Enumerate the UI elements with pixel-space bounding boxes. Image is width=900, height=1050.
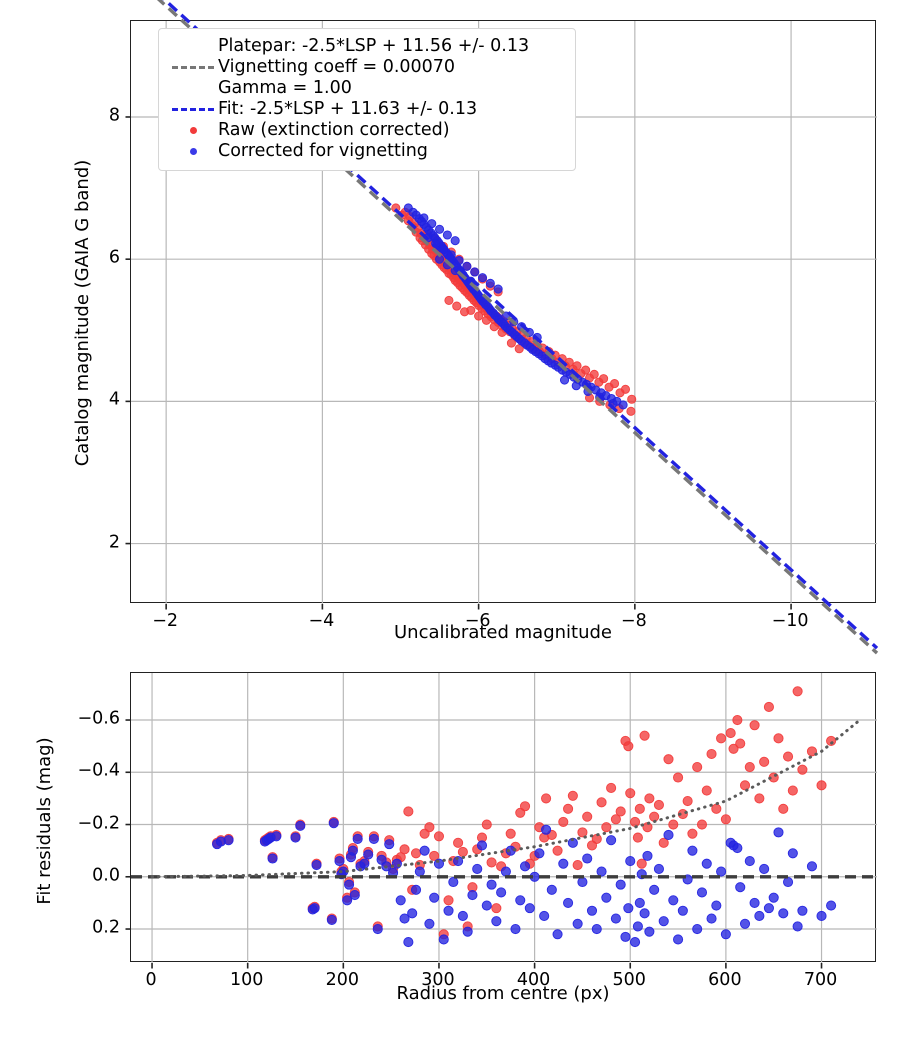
legend-fit-label: Fit: -2.5*LSP + 11.63 +/- 0.13 [218,99,478,119]
series-corrected [212,818,837,948]
legend-entry-platepar: Platepar: -2.5*LSP + 11.56 +/- 0.13 Vign… [168,36,566,99]
legend-gamma-label: Gamma = 1.00 [218,78,352,98]
x-tick-label: 100 [229,970,264,990]
top-y-axis-label: Catalog magnitude (GAIA G band) [72,159,93,467]
x-tick-label: 400 [516,970,551,990]
x-tick-label: −2 [152,611,179,631]
y-tick-label: 0.2 [92,917,120,938]
residuals-plot-canvas [125,673,877,969]
line-vignetting-curve [150,718,862,879]
dashed-line-blue-icon [168,108,218,111]
x-tick-label: −8 [620,611,647,631]
y-tick-label: 0.0 [92,865,120,886]
x-tick-label: 300 [421,970,455,990]
legend-entry-raw: Raw (extinction corrected) [168,120,566,141]
legend-entry-corrected: Corrected for vignetting [168,141,566,162]
x-tick-label: 0 [145,970,157,990]
x-tick-label: 600 [708,970,742,990]
x-tick-label: 200 [325,970,360,990]
y-tick-label: 2 [108,531,120,552]
legend-vignetting-label: Vignetting coeff = 0.00070 [218,57,456,77]
x-tick-label: −4 [308,611,335,631]
y-tick-label: 8 [108,105,120,126]
legend-box: Platepar: -2.5*LSP + 11.56 +/- 0.13 Vign… [158,28,576,171]
legend-platepar-label: Platepar: -2.5*LSP + 11.56 +/- 0.13 [218,36,530,56]
x-tick-label: 700 [803,970,838,990]
y-tick-label: −0.2 [77,812,121,833]
legend-entry-fit: Fit: -2.5*LSP + 11.63 +/- 0.13 [168,99,566,120]
fit-residuals-plot [125,672,877,969]
legend-raw-label: Raw (extinction corrected) [218,120,450,140]
red-dot-icon [168,127,218,134]
y-tick-label: 6 [108,247,120,268]
x-tick-label: −10 [771,611,809,631]
x-tick-label: 500 [612,970,646,990]
dashed-line-gray-icon [168,66,218,69]
y-tick-label: −0.4 [77,760,121,781]
legend-corrected-label: Corrected for vignetting [218,141,428,161]
blue-dot-icon [168,148,218,155]
bottom-x-axis-label: Radius from centre (px) [396,983,610,1004]
top-x-axis-label: Uncalibrated magnitude [393,622,612,643]
y-tick-label: −0.6 [77,708,121,729]
x-tick-label: −6 [464,611,491,631]
y-tick-label: 4 [108,389,120,410]
line-platepar-2-5-lsp-11-56-0-13 [156,0,879,655]
line-fit-2-5-lsp-11-63-0-13 [162,0,879,650]
